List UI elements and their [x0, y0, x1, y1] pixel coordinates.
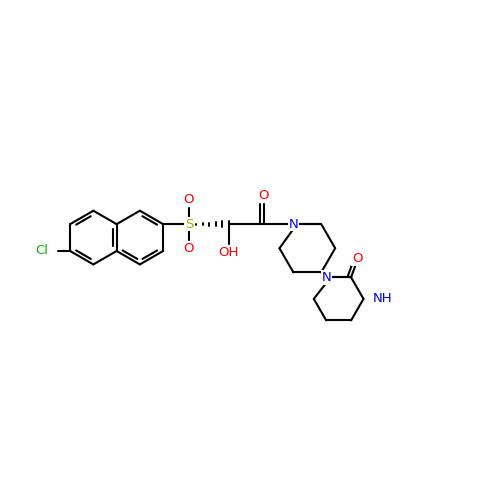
Text: O: O [258, 190, 269, 202]
Text: Cl: Cl [35, 244, 48, 258]
Text: O: O [352, 252, 362, 265]
Text: O: O [184, 194, 194, 206]
Text: O: O [184, 242, 194, 255]
Text: N: N [322, 271, 331, 284]
Text: S: S [185, 218, 193, 230]
Text: NH: NH [372, 292, 392, 306]
Text: N: N [288, 218, 298, 230]
Text: OH: OH [218, 246, 239, 260]
